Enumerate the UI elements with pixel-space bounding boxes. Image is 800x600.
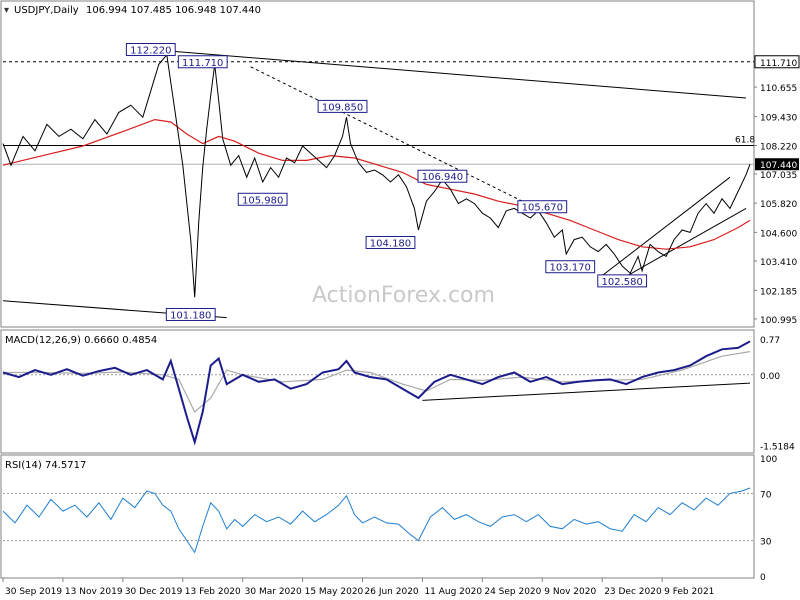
price-annotation-6: 105.670: [522, 203, 563, 214]
macd-trendline: [422, 382, 751, 401]
macd-tick-label-2: -1.5184: [760, 442, 795, 452]
rsi-tick-label-2: 30: [760, 538, 772, 548]
x-tick-label-11: 9 Feb 2021: [664, 587, 714, 597]
price-annotation-box-4: [365, 235, 416, 249]
price-trendline-2: [250, 66, 523, 202]
price-annotation-0: 112.220: [130, 46, 171, 57]
price-annotation-2: 109.850: [322, 102, 363, 113]
x-tick-label-1: 13 Nov 2019: [65, 587, 123, 597]
x-tick-label-3: 13 Feb 2020: [185, 587, 241, 597]
x-tick-label-9: 9 Nov 2020: [544, 587, 596, 597]
y-tick-label-6: 105.820: [760, 200, 797, 210]
watermark: ActionForex.com: [312, 283, 495, 308]
price-annotation-box-2: [317, 99, 368, 113]
price-annotation-box-7: [545, 260, 596, 274]
rsi-title: RSI(14) 74.5717: [5, 460, 86, 471]
y-tick-label-4: 107.440: [760, 161, 797, 171]
x-tick-label-6: 26 Jun 2020: [365, 587, 419, 597]
price-annotation-box-1: [177, 55, 228, 69]
x-tick-label-5: 15 May 2020: [305, 587, 364, 597]
macd-line: [2, 340, 751, 446]
x-tick-label-8: 24 Sep 2020: [484, 587, 541, 597]
macd-tick-label-0: 0.77: [760, 336, 780, 346]
price-annotation-1: 111.710: [182, 58, 223, 69]
price-annotation-3: 105.980: [242, 195, 283, 206]
price-annotation-box-8: [597, 274, 648, 288]
price-annotation-box-0: [125, 43, 176, 57]
rsi-layer: 100 70 30 0: [2, 455, 777, 583]
y-tick-label-5: 107.035: [760, 171, 797, 181]
macd-title: MACD(12,26,9) 0.6660 0.4854: [5, 335, 157, 346]
fib-label: 61.8: [735, 136, 755, 146]
macd-signal-line: [3, 351, 751, 413]
x-tick-label-7: 11 Aug 2020: [424, 587, 482, 597]
price-annotation-8: 102.580: [601, 277, 642, 288]
macd-tick-label-1: 0.00: [760, 372, 780, 382]
rsi-tick-label-3: 0: [760, 573, 766, 583]
x-tick-label-4: 30 Mar 2020: [245, 587, 302, 597]
price-line: [2, 53, 751, 298]
x-axis: 30 Sep 2019 13 Nov 2019 30 Dec 2019 13 Feb …: [2, 578, 714, 597]
y-tick-label-7: 104.600: [760, 229, 797, 239]
price-annotation-box-6: [517, 200, 568, 214]
price-annotation-4: 104.180: [370, 238, 411, 249]
instrument-symbol: USDJPY,Daily: [14, 5, 79, 16]
y-tick-label-8: 103.410: [760, 258, 797, 268]
instrument-icon: ▾: [4, 5, 9, 16]
y-tick-label-2: 109.430: [760, 113, 797, 123]
rsi-tick-label-1: 70: [760, 490, 772, 500]
price-trendline-0: [150, 49, 747, 99]
price-trendline-4: [617, 207, 747, 282]
macd-layer: 0.77 0.00 -1.5184: [2, 336, 795, 452]
moving-average-line: [2, 118, 751, 250]
price-layer: 61.8 112.220 111.710 109.850 105.980 104.180 1…: [2, 43, 800, 326]
x-tick-label-2: 30 Dec 2019: [125, 587, 183, 597]
y-tick-label-0: 111.710: [760, 59, 797, 69]
x-tick-label-10: 23 Dec 2020: [604, 587, 662, 597]
y-tick-label-1: 110.655: [760, 84, 797, 94]
instrument-ohlc: 106.994 107.485 106.948 107.440: [86, 5, 261, 16]
price-annotation-7: 103.170: [550, 263, 591, 274]
price-annotation-9: 101.180: [170, 310, 211, 321]
price-annotation-box-5: [417, 169, 468, 183]
price-annotation-5: 106.940: [422, 172, 463, 183]
x-tick-label-0: 30 Sep 2019: [5, 587, 62, 597]
macd-panel-frame: [0, 329, 755, 454]
rsi-panel-frame: [0, 454, 755, 579]
level-tag-bg: [754, 55, 800, 69]
y-tick-label-9: 102.185: [760, 287, 797, 297]
price-annotation-box-9: [165, 307, 216, 321]
y-tick-label-10: 100.995: [760, 316, 797, 326]
price-annotation-box-3: [237, 192, 288, 206]
price-trendline-3: [601, 176, 731, 276]
last-price-tag-bg: [755, 158, 799, 171]
rsi-line: [2, 487, 751, 554]
rsi-tick-label-0: 100: [760, 455, 777, 465]
y-tick-label-3: 108.220: [760, 143, 797, 153]
